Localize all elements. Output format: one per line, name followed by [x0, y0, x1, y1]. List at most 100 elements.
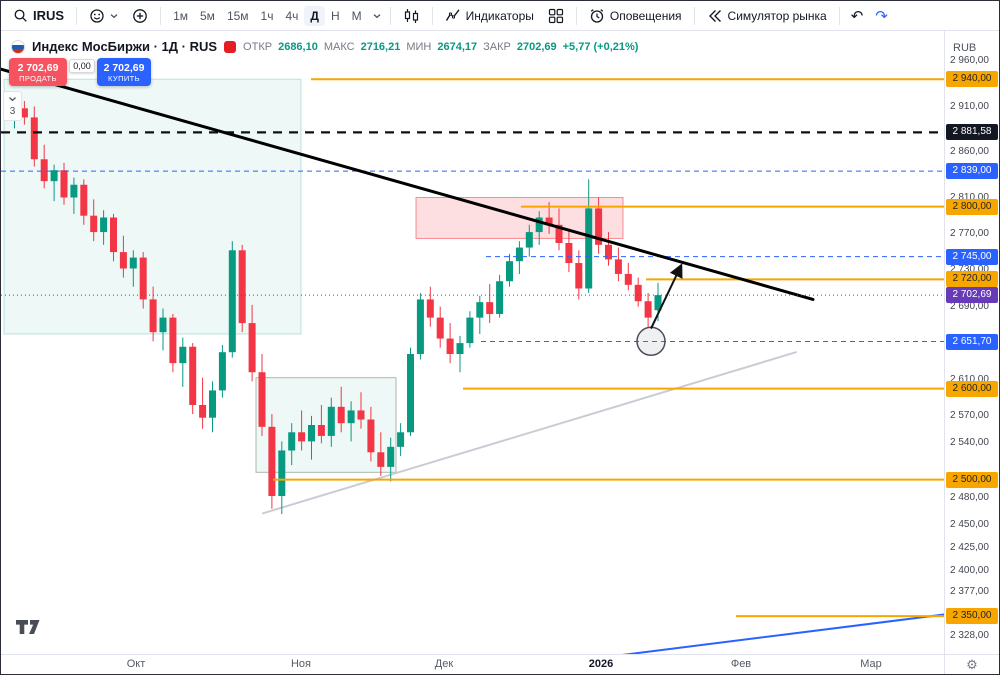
- price-tick: 2 540,00: [950, 437, 989, 449]
- ohlc-value: 2702,69: [516, 40, 557, 53]
- price-tick: 2 570,00: [950, 409, 989, 421]
- price-tick: 2 770,00: [950, 227, 989, 239]
- symbol-header[interactable]: Индекс МосБиржи · 1Д · RUS ОТКР 2686,10 МА…: [11, 39, 638, 54]
- timeframe-15м[interactable]: 15м: [221, 6, 255, 26]
- price-axis[interactable]: RUB 2 960,00 2 910,00 2 860,00 2 810,00 2 77…: [944, 31, 999, 654]
- toolbar-separator: [389, 6, 391, 25]
- time-axis-labels[interactable]: Окт Ноя Дек 2026 Фев Мар: [1, 655, 944, 674]
- ohlc-row: ОТКР 2686,10 МАКС 2716,21 МИН 2674,17 ЗАКР 2702…: [243, 41, 638, 53]
- price-tick: 2 910,00: [950, 100, 989, 112]
- symbol-search-button[interactable]: IRUS: [7, 5, 70, 26]
- upper-range-zone[interactable]: [3, 78, 302, 335]
- price-tick: 2 480,00: [950, 491, 989, 503]
- ohlc-label: МАКС: [323, 40, 355, 53]
- circle-annotation[interactable]: [636, 326, 666, 357]
- time-label: Мар: [860, 658, 882, 670]
- toolbar-separator: [693, 6, 695, 25]
- indicators-button[interactable]: Индикаторы: [439, 5, 540, 26]
- gear-icon: ⚙: [966, 656, 978, 672]
- indicators-label: Индикаторы: [465, 8, 534, 23]
- timeframe-4ч[interactable]: 4ч: [279, 6, 304, 26]
- ohlc-value: 2686,10: [278, 40, 318, 53]
- price-label-orange: 2 350,00: [946, 608, 998, 625]
- timeframe-1ч[interactable]: 1ч: [255, 6, 280, 26]
- timeframe-М[interactable]: М: [346, 6, 368, 26]
- time-label: Фев: [730, 658, 752, 670]
- price-label-blue: 2 745,00: [946, 248, 998, 265]
- price-tick: 2 810,00: [950, 191, 989, 203]
- price-label-black: 2 881,58: [946, 124, 998, 141]
- time-label: 2026: [588, 658, 614, 670]
- redo-button[interactable]: ↷: [870, 7, 893, 25]
- search-icon: [14, 9, 27, 22]
- timeframe-Н[interactable]: Н: [325, 6, 346, 26]
- object-tree-widget[interactable]: 3: [3, 91, 22, 121]
- indicator-templates-button[interactable]: [542, 5, 570, 27]
- candlestick-series[interactable]: [11, 99, 662, 515]
- price-tick: 2 425,00: [950, 541, 989, 553]
- plus-circle-icon: [133, 8, 147, 23]
- ohlc-label: МИН: [406, 40, 432, 53]
- descending-trendline[interactable]: [1, 67, 815, 301]
- compare-button[interactable]: [126, 5, 154, 27]
- price-tick: 2 690,00: [950, 300, 989, 312]
- emoji-tool-button[interactable]: [83, 5, 124, 27]
- price-tick: 2 860,00: [950, 146, 989, 157]
- replay-button[interactable]: Симулятор рынка: [701, 6, 833, 26]
- time-label: Окт: [126, 658, 146, 670]
- interval-dropdown-button[interactable]: [370, 9, 384, 23]
- undo-button[interactable]: ↶: [846, 7, 869, 25]
- emoji-icon: [90, 8, 104, 23]
- price-tick: 2 450,00: [950, 519, 989, 531]
- top-toolbar: IRUS 1м 5м 15м 1ч 4ч Д Н М Индикаторы Оп: [1, 1, 999, 31]
- chevron-down-icon: [9, 97, 16, 102]
- up-arrow-annotation[interactable]: [650, 263, 683, 329]
- price-label-blue: 2 651,70: [946, 333, 998, 350]
- alert-clock-icon: [590, 8, 604, 23]
- sell-button[interactable]: 2 702,69 ПРОДАТЬ: [9, 58, 67, 86]
- ohlc-value: 2674,17: [437, 40, 478, 53]
- axis-settings-button[interactable]: ⚙: [944, 655, 999, 674]
- ascending-trendline-gray[interactable]: [262, 351, 797, 515]
- buy-price: 2 702,69: [103, 61, 145, 74]
- toolbar-separator: [160, 6, 162, 25]
- timeframe-Д[interactable]: Д: [304, 5, 325, 26]
- change-label: +5,77 (+0,21%): [562, 40, 639, 53]
- symbol-title[interactable]: Индекс МосБиржи · 1Д · RUS: [32, 39, 218, 54]
- chart-style-button[interactable]: [397, 5, 426, 27]
- buy-label: КУПИТЬ: [108, 73, 140, 83]
- currency-label: RUB: [953, 42, 977, 54]
- replay-label: Симулятор рынка: [727, 8, 827, 23]
- ascending-trendline-blue[interactable]: [613, 613, 944, 654]
- templates-grid-icon: [548, 8, 563, 23]
- time-axis[interactable]: Окт Ноя Дек 2026 Фев Мар ⚙: [1, 654, 999, 674]
- alerts-label: Оповещения: [609, 8, 682, 23]
- chevron-down-icon: [373, 13, 381, 18]
- tradingview-logo[interactable]: [15, 619, 41, 640]
- market-logo-icon: [224, 40, 237, 53]
- buy-button[interactable]: 2 702,69 КУПИТЬ: [97, 58, 151, 86]
- timeframe-group: 1м 5м 15м 1ч 4ч Д Н М: [167, 5, 368, 26]
- price-label-purple: 2 702,69: [946, 287, 998, 304]
- toolbar-separator: [431, 6, 433, 25]
- toolbar-separator: [838, 6, 840, 25]
- accumulation-zone[interactable]: [255, 377, 397, 473]
- price-label-orange: 2 720,00: [946, 271, 998, 288]
- timeframe-5м[interactable]: 5м: [194, 6, 221, 26]
- alerts-button[interactable]: Оповещения: [583, 5, 688, 27]
- price-tick: 2 730,00: [950, 264, 989, 276]
- ohlc-label: ЗАКР: [483, 40, 511, 53]
- price-label-blue: 2 839,00: [946, 163, 998, 180]
- price-label-orange: 2 600,00: [946, 380, 998, 397]
- price-label-orange: 2 500,00: [946, 471, 998, 488]
- chevron-down-icon: [110, 13, 118, 18]
- price-tick: 2 960,00: [950, 55, 989, 66]
- time-label: Дек: [434, 658, 454, 670]
- trade-widget: 2 702,69 ПРОДАТЬ 0,00 2 702,69 КУПИТЬ: [9, 58, 151, 86]
- chart-pane[interactable]: Индекс МосБиржи · 1Д · RUS ОТКР 2686,10 МА…: [1, 31, 944, 654]
- price-label-orange: 2 800,00: [946, 198, 998, 215]
- chart-canvas[interactable]: [1, 31, 944, 654]
- timeframe-1м[interactable]: 1м: [167, 6, 194, 26]
- replay-icon: [708, 9, 721, 22]
